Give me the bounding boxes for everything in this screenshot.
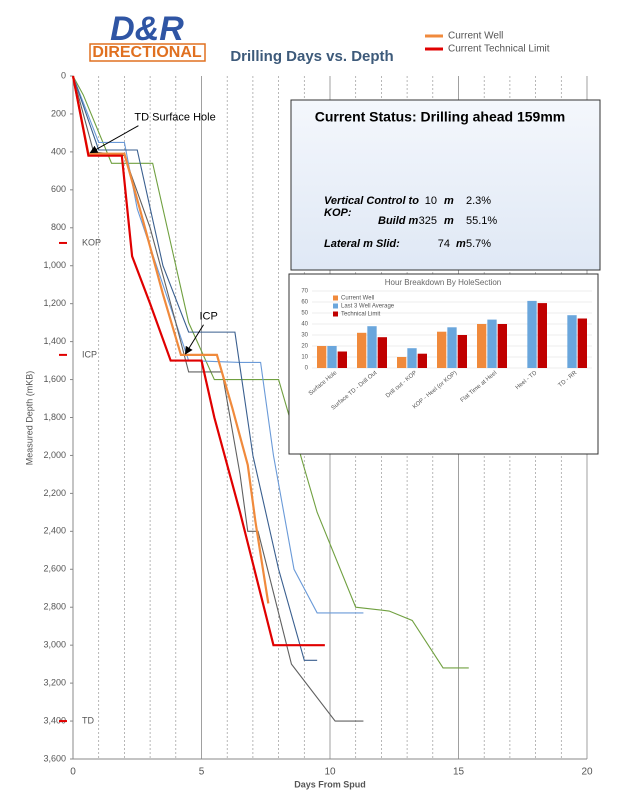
series-line bbox=[72, 75, 469, 669]
x-tick-label: 15 bbox=[453, 767, 465, 778]
inset-bar bbox=[447, 327, 457, 368]
y-tick-label: 3,400 bbox=[43, 715, 66, 725]
inset-bar bbox=[577, 318, 587, 368]
y-tick-label: 2,800 bbox=[43, 602, 66, 612]
inset-bar bbox=[377, 337, 387, 368]
x-tick-label: 5 bbox=[199, 767, 205, 778]
series-line bbox=[72, 75, 364, 614]
y-tick-label: 3,600 bbox=[43, 753, 66, 763]
inset-bar bbox=[487, 319, 497, 368]
y-tick-label: 600 bbox=[51, 184, 66, 194]
inset-bar bbox=[437, 331, 447, 368]
inset-bar bbox=[367, 326, 377, 368]
status-pct: 55.1% bbox=[466, 215, 497, 227]
y-tick-label: 2,400 bbox=[43, 526, 66, 536]
inset-y-tick-label: 70 bbox=[301, 289, 308, 295]
status-value: 325 bbox=[419, 215, 437, 227]
y-tick-label: 0 bbox=[61, 70, 66, 80]
inset-bar bbox=[327, 346, 337, 368]
inset-legend-label: Current Well bbox=[341, 296, 374, 302]
inset-bar bbox=[317, 346, 327, 368]
inset-y-tick-label: 20 bbox=[301, 344, 308, 350]
annotation-text: TD Surface Hole bbox=[134, 112, 215, 124]
chart-title: Drilling Days vs. Depth bbox=[230, 48, 393, 65]
status-label: Lateral m Slid: bbox=[324, 238, 400, 250]
status-value: 74 bbox=[438, 238, 450, 250]
inset-legend-label: Technical Limit bbox=[341, 312, 381, 318]
inset-bar bbox=[417, 353, 427, 368]
inset-y-tick-label: 60 bbox=[301, 300, 308, 306]
y-tick-label: 2,600 bbox=[43, 564, 66, 574]
y-tick-label: 2,200 bbox=[43, 488, 66, 498]
inset-bar bbox=[497, 324, 507, 368]
y-tick-label: 3,000 bbox=[43, 640, 66, 650]
inset-bar bbox=[337, 351, 347, 368]
inset-y-tick-label: 30 bbox=[301, 333, 308, 339]
annotation-arrow bbox=[184, 324, 204, 355]
y-axis-label: Measured Depth (mKB) bbox=[24, 371, 34, 466]
y-tick-label: 2,000 bbox=[43, 450, 66, 460]
status-label-line: KOP: bbox=[324, 207, 352, 219]
inset-y-tick-label: 50 bbox=[301, 311, 308, 317]
logo: D&R DIRECTIONAL bbox=[89, 10, 206, 62]
status-value: 10 bbox=[425, 195, 437, 207]
inset-bar bbox=[397, 357, 407, 368]
y-tick-label: 400 bbox=[51, 146, 66, 156]
logo-band bbox=[89, 43, 206, 62]
inset-y-tick-label: 10 bbox=[301, 355, 308, 361]
inset-bar bbox=[537, 303, 547, 368]
inset-legend-swatch bbox=[333, 303, 338, 309]
y-tick-label: 1,200 bbox=[43, 298, 66, 308]
status-pct: 2.3% bbox=[466, 195, 491, 207]
legend-label: Current Technical Limit bbox=[448, 44, 550, 55]
status-title: Current Status: Drilling ahead 159mm bbox=[315, 109, 566, 125]
annotation-text: ICP bbox=[200, 311, 218, 323]
inset-title: Hour Breakdown By HoleSection bbox=[385, 278, 502, 287]
inset-bar bbox=[527, 300, 537, 368]
inset-y-tick-label: 0 bbox=[305, 366, 309, 372]
logo-sub: DIRECTIONAL bbox=[92, 44, 202, 61]
status-label: Build m bbox=[378, 215, 419, 227]
depth-marker-label: ICP bbox=[82, 349, 97, 359]
inset-y-tick-label: 40 bbox=[301, 322, 308, 328]
inset-bar bbox=[457, 335, 467, 368]
status-pct: 5.7% bbox=[466, 238, 491, 250]
y-tick-label: 800 bbox=[51, 222, 66, 232]
legend-label: Current Well bbox=[448, 31, 503, 42]
series-line bbox=[71, 75, 325, 647]
inset-bar bbox=[407, 348, 417, 368]
status-unit: m bbox=[444, 215, 454, 227]
y-tick-label: 1,000 bbox=[43, 260, 66, 270]
depth-marker-label: TD bbox=[82, 715, 94, 725]
status-box: Current Status: Drilling ahead 159mm Ver… bbox=[290, 99, 601, 271]
inset-bar bbox=[567, 315, 577, 368]
logo-main: D&R bbox=[110, 10, 184, 48]
series-line bbox=[72, 75, 318, 661]
status-label-line: Vertical Control to bbox=[324, 195, 419, 207]
status-unit: m bbox=[456, 238, 466, 250]
y-tick-label: 3,200 bbox=[43, 677, 66, 687]
annotation-arrow bbox=[89, 125, 139, 154]
inset-legend-label: Last 3 Well Average bbox=[341, 304, 395, 310]
y-tick-label: 200 bbox=[51, 108, 66, 118]
x-axis-label: Days From Spud bbox=[294, 779, 366, 789]
inset-legend-swatch bbox=[333, 295, 338, 301]
y-tick-label: 1,600 bbox=[43, 374, 66, 384]
status-frame bbox=[290, 99, 601, 271]
x-tick-label: 10 bbox=[324, 767, 336, 778]
status-label: Vertical Control to KOP: bbox=[324, 195, 419, 219]
y-tick-label: 1,800 bbox=[43, 412, 66, 422]
inset-bar bbox=[477, 324, 487, 368]
depth-marker-label: KOP bbox=[82, 237, 101, 247]
x-tick-label: 20 bbox=[581, 767, 593, 778]
status-unit: m bbox=[444, 195, 454, 207]
x-tick-label: 0 bbox=[70, 767, 76, 778]
inset-bar bbox=[357, 332, 367, 368]
inset-legend-swatch bbox=[333, 311, 338, 317]
y-tick-label: 1,400 bbox=[43, 336, 66, 346]
series-line bbox=[71, 75, 270, 604]
